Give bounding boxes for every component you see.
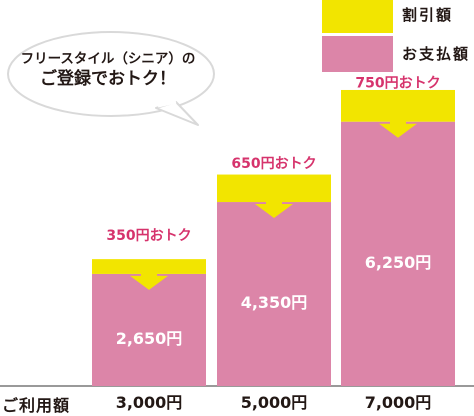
discount-label: 650円おトク (231, 156, 316, 172)
category-label: 5,000円 (241, 393, 308, 412)
bubble-line2: ご登録でおトク！ (40, 69, 176, 90)
legend-label-payment: お支払額 (402, 45, 471, 63)
payment-label: 4,350円 (241, 293, 308, 312)
legend-swatch-discount (322, 0, 393, 33)
down-arrow-icon (130, 263, 168, 290)
usage-amount-label: ご利用額 (2, 396, 71, 415)
payment-label: 6,250円 (365, 253, 432, 272)
payment-label: 2,650円 (116, 329, 183, 348)
discount-label: 750円おトク (355, 76, 440, 92)
down-arrow-icon (379, 111, 417, 138)
discount-label: 350円おトク (106, 228, 191, 244)
bar-payment (217, 202, 331, 386)
bubble-text: フリースタイル（シニア）の ご登録でおトク！ (18, 50, 198, 91)
category-label: 7,000円 (365, 393, 432, 412)
down-arrow-icon (255, 192, 293, 219)
bar-payment (341, 121, 455, 386)
bubble-line1: フリースタイル（シニア）の (20, 51, 196, 67)
category-label: 3,000円 (116, 393, 183, 412)
speech-bubble (7, 31, 215, 126)
legend-swatch-payment (322, 36, 393, 72)
bar-payment (92, 273, 206, 386)
legend-label-discount: 割引額 (402, 6, 454, 24)
bars-group: 350円おトク 2,650円 3,000円 650円おトク 4,350円 5,000円 75… (92, 76, 455, 412)
